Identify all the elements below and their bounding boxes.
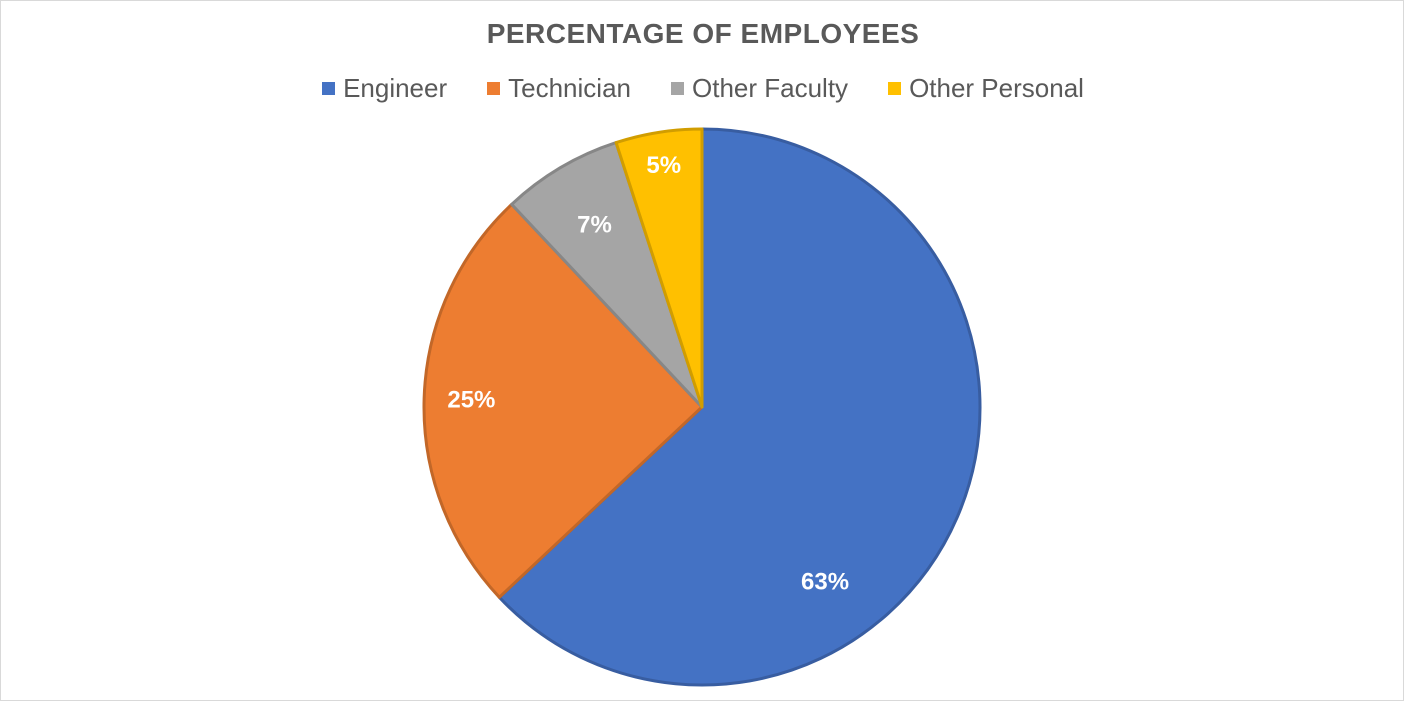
legend-label-other-personal: Other Personal (909, 73, 1084, 103)
legend-label-technician: Technician (508, 73, 631, 103)
legend-item-other-personal: Other Personal (888, 73, 1084, 104)
legend-label-other-faculty: Other Faculty (692, 73, 849, 103)
pie-slice-other-personal (614, 127, 704, 409)
pie-slice-technician (422, 202, 704, 599)
legend-item-technician: Technician (487, 73, 631, 104)
pie-slice-other-faculty (510, 141, 704, 409)
legend-item-other-faculty: Other Faculty (671, 73, 848, 104)
legend-swatch-engineer (322, 82, 336, 95)
data-label-technician: 25% (447, 386, 495, 413)
pie-slice-engineer (497, 127, 982, 687)
legend-swatch-other-faculty (671, 82, 684, 95)
legend-swatch-other-personal (888, 82, 902, 95)
chart-title: PERCENTAGE OF EMPLOYEES (486, 18, 920, 49)
data-label-other-faculty: 7% (577, 212, 612, 239)
legend-item-engineer: Engineer (322, 73, 447, 104)
data-label-engineer: 63% (801, 569, 849, 596)
data-label-other-personal: 5% (646, 152, 681, 179)
legend-label-engineer: Engineer (343, 73, 448, 103)
legend: Engineer Technician Other Faculty Other … (1, 73, 1404, 104)
legend-swatch-technician (487, 82, 501, 95)
